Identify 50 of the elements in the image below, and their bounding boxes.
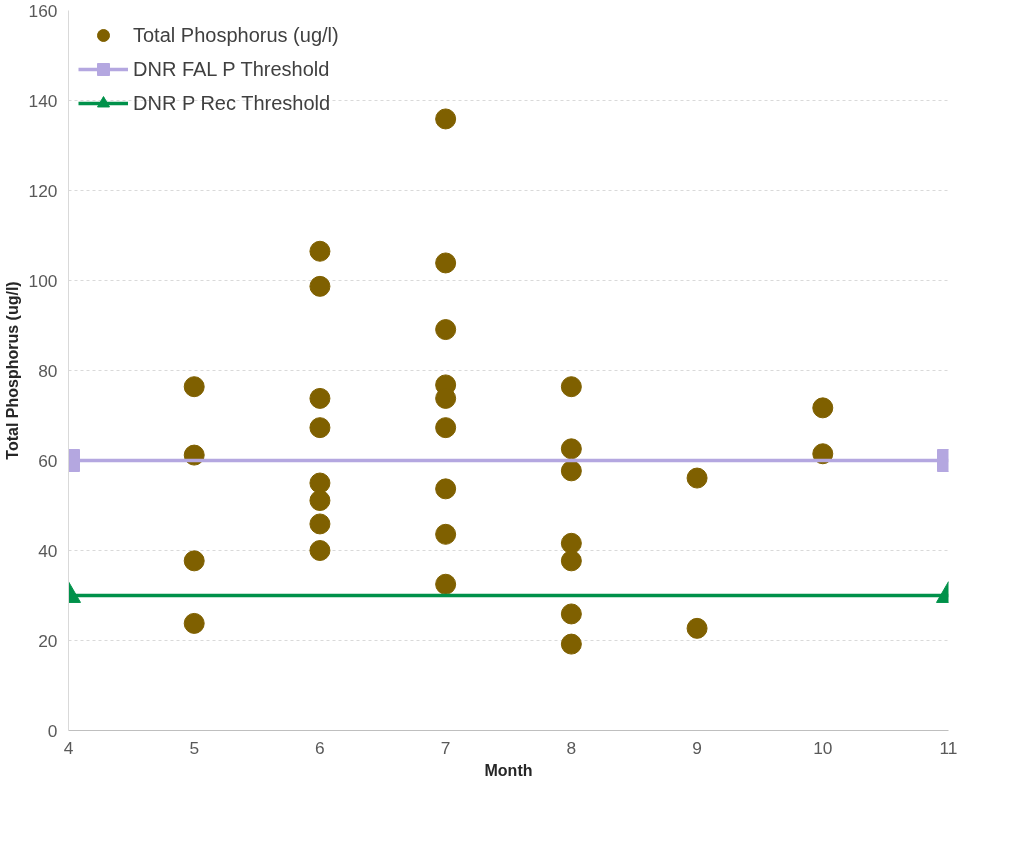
y-tick-label: 0	[47, 720, 58, 741]
point	[435, 252, 457, 274]
point	[309, 387, 331, 409]
x-tick-label: 11	[939, 737, 958, 758]
y-tick-label: 60	[38, 450, 58, 471]
point	[183, 376, 205, 398]
legend-label: DNR FAL P Threshold	[133, 57, 330, 81]
y-tick-label: 40	[38, 540, 58, 561]
point	[435, 319, 457, 341]
legend-label: Total Phosphorus (ug/l)	[133, 23, 339, 47]
legend-label: DNR P Rec Threshold	[133, 91, 331, 115]
x-tick-label: 8	[566, 737, 577, 758]
point	[560, 633, 582, 655]
point	[435, 523, 457, 545]
x-tick-label: 7	[440, 737, 451, 758]
point	[560, 550, 582, 572]
point	[309, 417, 331, 439]
point	[309, 490, 331, 512]
point	[183, 550, 205, 572]
point	[560, 438, 582, 460]
point	[812, 397, 834, 419]
point	[435, 573, 457, 595]
y-tick-label: 80	[38, 360, 58, 381]
y-tick-label: 20	[38, 630, 58, 651]
x-axis-title: Month	[484, 761, 533, 779]
x-tick-label: 10	[813, 737, 833, 758]
point	[686, 467, 708, 489]
point	[309, 513, 331, 535]
point	[560, 603, 582, 625]
point	[435, 108, 457, 130]
y-axis-title: Total Phosphorus (ug/l)	[3, 281, 21, 460]
point	[560, 376, 582, 398]
point	[309, 540, 331, 561]
point	[435, 478, 457, 500]
y-tick-label: 100	[28, 270, 58, 291]
y-tick-label: 140	[28, 90, 58, 111]
x-tick-label: 4	[63, 737, 74, 758]
point	[686, 617, 708, 639]
point	[183, 612, 205, 634]
point	[560, 532, 582, 554]
x-tick-label: 9	[692, 737, 702, 758]
point	[309, 472, 331, 494]
y-tick-label: 120	[28, 180, 58, 201]
point	[435, 417, 457, 439]
x-tick-label: 6	[315, 737, 325, 758]
x-tick-label: 5	[189, 737, 200, 758]
point	[309, 275, 331, 297]
y-tick-label: 160	[28, 0, 58, 21]
point	[309, 240, 331, 262]
point	[560, 460, 582, 482]
